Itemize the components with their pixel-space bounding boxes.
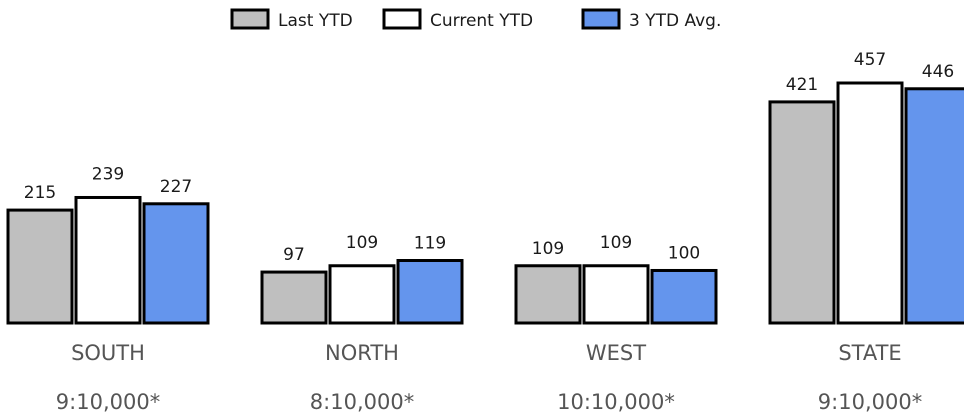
- bar-west-current-ytd: [582, 264, 650, 325]
- legend-label: Last YTD: [278, 11, 353, 31]
- data-label: 215: [24, 183, 56, 203]
- bar-group-south: 215 239 227 SOUTH 9:10,000*: [6, 164, 210, 414]
- ratio-label: 8:10,000*: [310, 390, 414, 414]
- bar-south-last-ytd: [6, 208, 74, 325]
- bar-state-last-ytd: [768, 100, 836, 325]
- bar-north-3-ytd-avg: [396, 259, 464, 325]
- category-label: WEST: [586, 341, 646, 365]
- legend-swatch: [581, 8, 621, 30]
- data-label: 227: [160, 177, 192, 197]
- data-label: 119: [414, 234, 446, 254]
- legend-label: 3 YTD Avg.: [629, 11, 721, 31]
- bar-group-state: 421 457 446 STATE 9:10,000*: [768, 50, 964, 414]
- bar-north-current-ytd: [328, 264, 396, 325]
- data-label: 446: [922, 62, 954, 82]
- category-label: SOUTH: [71, 341, 145, 365]
- data-label: 97: [283, 245, 305, 265]
- legend-label: Current YTD: [430, 11, 533, 31]
- ratio-label: 10:10,000*: [557, 390, 675, 414]
- legend-item-last-ytd: Last YTD: [230, 8, 353, 31]
- data-label: 239: [92, 164, 124, 184]
- data-label: 457: [854, 50, 886, 70]
- data-label: 109: [532, 239, 564, 259]
- bar-south-3-ytd-avg: [142, 202, 210, 325]
- legend-item-current-ytd: Current YTD: [382, 8, 533, 31]
- bar-west-3-ytd-avg: [650, 268, 718, 325]
- category-label: STATE: [838, 341, 901, 365]
- bar-state-3-ytd-avg: [904, 87, 964, 325]
- bar-south-current-ytd: [74, 195, 142, 325]
- ratio-label: 9:10,000*: [56, 390, 160, 414]
- bar-group-north: 97 109 119 NORTH 8:10,000*: [260, 233, 464, 414]
- plot-area: 215 239 227 SOUTH 9:10,000* 97 109 119 NORTH 8:10…: [6, 50, 964, 414]
- data-label: 421: [786, 75, 818, 95]
- legend-swatch: [382, 8, 422, 30]
- bar-north-last-ytd: [260, 270, 328, 325]
- ratio-label: 9:10,000*: [818, 390, 922, 414]
- chart-legend: Last YTD Current YTD 3 YTD Avg.: [230, 8, 721, 31]
- category-label: NORTH: [325, 341, 399, 365]
- legend-swatch: [230, 8, 270, 30]
- bar-state-current-ytd: [836, 81, 904, 325]
- legend-item-3-ytd-avg: 3 YTD Avg.: [581, 8, 721, 31]
- bar-west-last-ytd: [514, 264, 582, 325]
- data-label: 109: [346, 233, 378, 253]
- data-label: 109: [600, 233, 632, 253]
- data-label: 100: [668, 243, 700, 263]
- bar-group-west: 109 109 100 WEST 10:10,000*: [514, 233, 718, 414]
